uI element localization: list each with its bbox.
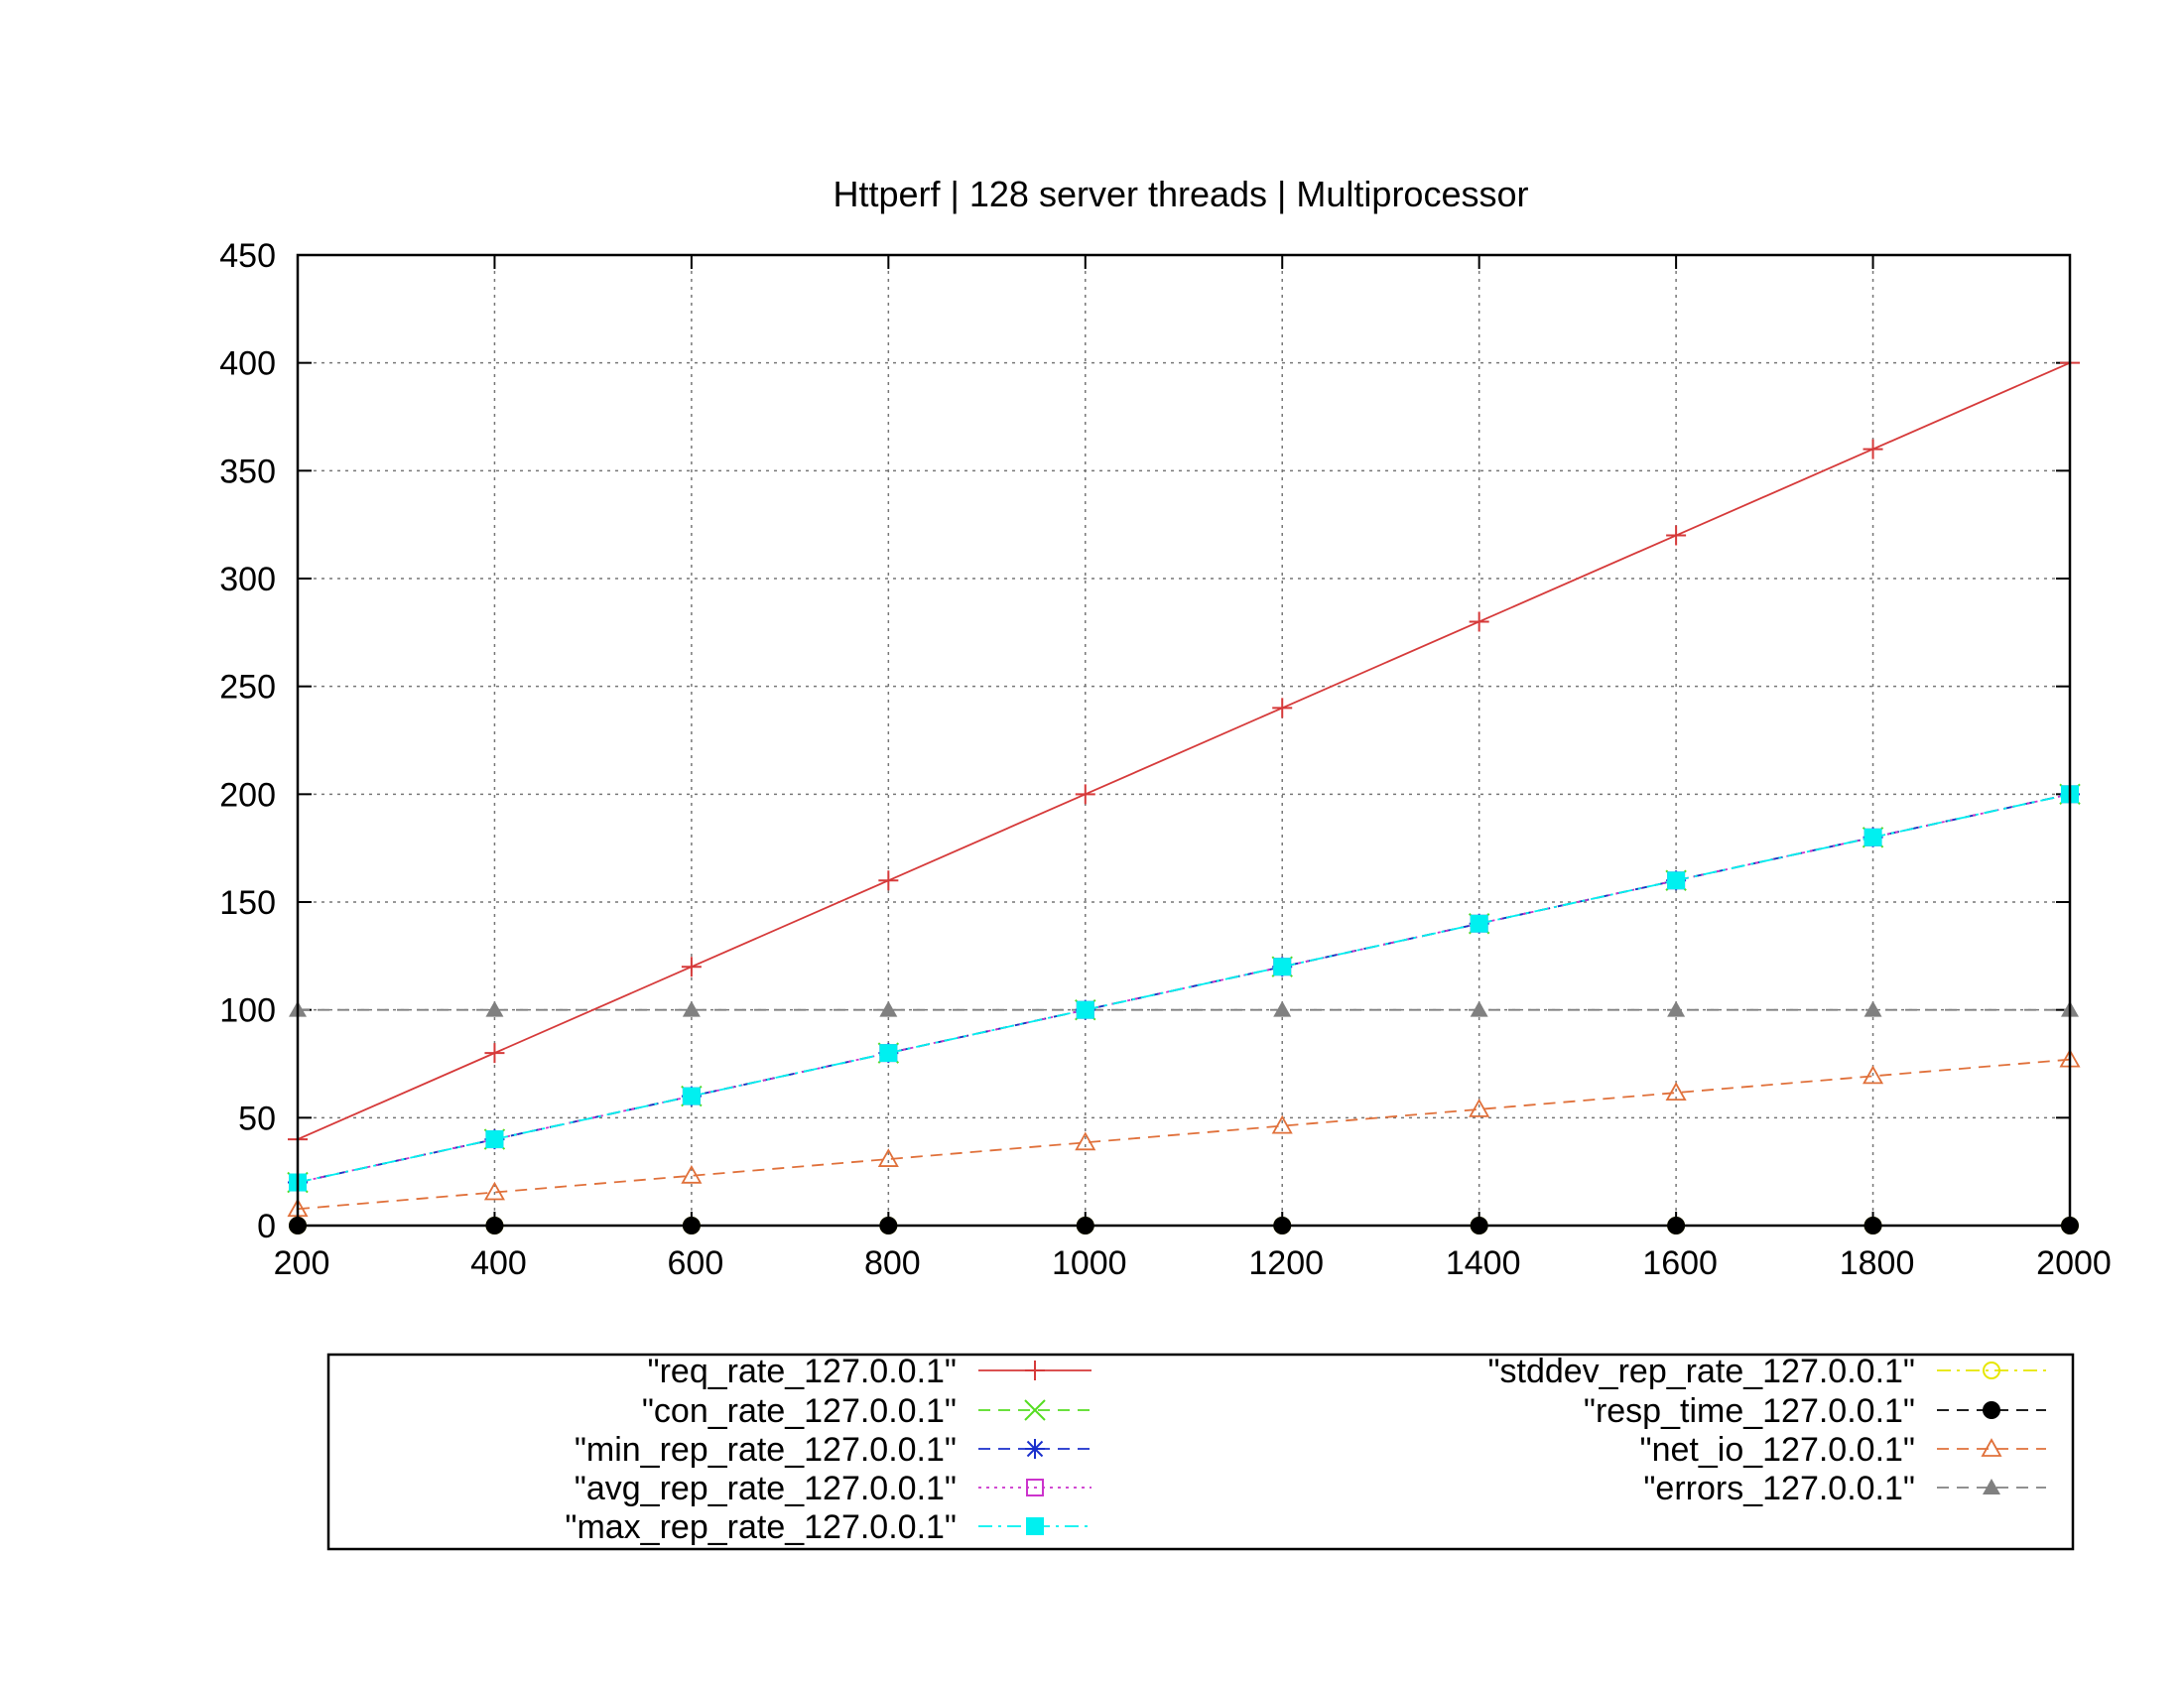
legend-marker bbox=[1981, 1438, 2002, 1457]
legend-label: "errors_127.0.0.1" bbox=[1643, 1470, 1915, 1507]
y-tick-label: 150 bbox=[219, 884, 276, 922]
data-point bbox=[1666, 525, 1687, 546]
x-tick-label: 2000 bbox=[2036, 1244, 2112, 1282]
y-tick-label: 300 bbox=[219, 561, 276, 598]
data-point bbox=[1273, 1000, 1292, 1017]
x-tick-label: 800 bbox=[864, 1244, 921, 1282]
x-tick-label: 200 bbox=[274, 1244, 330, 1282]
data-point bbox=[1863, 1065, 1884, 1085]
legend-marker bbox=[1983, 1401, 2000, 1419]
legend-entry: "req_rate_127.0.0.1" bbox=[648, 1353, 1092, 1390]
x-tick-label: 1200 bbox=[1248, 1244, 1324, 1282]
x-tick-label: 1400 bbox=[1446, 1244, 1521, 1282]
legend-entry: "con_rate_127.0.0.1" bbox=[642, 1392, 1092, 1430]
x-axis-ticks: 200 400 600 800 1000 1200 1400 1600 1800 2000 bbox=[274, 255, 2112, 1282]
data-point bbox=[1667, 871, 1686, 890]
legend-entry: "net_io_127.0.0.1" bbox=[1640, 1431, 2046, 1469]
series-7 bbox=[287, 1048, 2081, 1218]
y-tick-label: 400 bbox=[219, 345, 276, 383]
x-tick-label: 600 bbox=[668, 1244, 724, 1282]
legend-label: "con_rate_127.0.0.1" bbox=[642, 1392, 957, 1430]
data-point bbox=[1863, 439, 1883, 459]
legend-label: "stddev_rep_rate_127.0.0.1" bbox=[1487, 1353, 1915, 1390]
legend-entry: "errors_127.0.0.1" bbox=[1643, 1470, 2046, 1507]
data-point bbox=[682, 1000, 701, 1017]
data-point bbox=[1271, 1114, 1293, 1134]
series-line bbox=[297, 793, 2071, 1184]
y-tick-label: 100 bbox=[219, 992, 276, 1030]
legend-entry: "resp_time_127.0.0.1" bbox=[1584, 1392, 2046, 1430]
legend-label: "resp_time_127.0.0.1" bbox=[1584, 1392, 1915, 1430]
data-point bbox=[484, 1043, 505, 1064]
y-tick-label: 450 bbox=[219, 237, 276, 275]
legend-entry: "stddev_rep_rate_127.0.0.1" bbox=[1487, 1353, 2046, 1390]
legend-label: "req_rate_127.0.0.1" bbox=[648, 1353, 957, 1390]
data-point bbox=[879, 1000, 898, 1017]
chart-title: Httperf | 128 server threads | Multiproc… bbox=[834, 174, 1529, 214]
data-point bbox=[485, 1000, 504, 1017]
data-point bbox=[1470, 914, 1488, 933]
legend-label: "min_rep_rate_127.0.0.1" bbox=[575, 1431, 957, 1469]
data-point bbox=[1665, 1082, 1687, 1102]
legend-marker bbox=[1026, 1479, 1044, 1496]
data-point bbox=[1272, 698, 1293, 718]
y-axis-ticks: 0 50 100 150 200 250 300 350 400 450 bbox=[219, 237, 2070, 1245]
legend-marker bbox=[1025, 1439, 1045, 1459]
x-tick-label: 1800 bbox=[1840, 1244, 1915, 1282]
grid-lines bbox=[298, 255, 2070, 1226]
legend-marker bbox=[1983, 1479, 2000, 1494]
data-point bbox=[483, 1181, 505, 1201]
x-tick-label: 1000 bbox=[1052, 1244, 1127, 1282]
data-point bbox=[681, 1164, 703, 1184]
data-point bbox=[682, 1087, 701, 1105]
data-point bbox=[681, 957, 702, 977]
legend-entry: "max_rep_rate_127.0.0.1" bbox=[565, 1508, 1092, 1546]
data-point bbox=[878, 870, 899, 891]
data-point bbox=[1863, 828, 1882, 846]
data-point bbox=[1075, 784, 1095, 805]
y-tick-label: 50 bbox=[238, 1100, 276, 1137]
legend-label: "avg_rep_rate_127.0.0.1" bbox=[575, 1470, 957, 1507]
legend-label: "max_rep_rate_127.0.0.1" bbox=[565, 1508, 957, 1546]
legend-entry: "avg_rep_rate_127.0.0.1" bbox=[575, 1470, 1092, 1507]
y-tick-label: 200 bbox=[219, 776, 276, 814]
series-layer bbox=[287, 352, 2081, 1234]
data-point bbox=[1469, 611, 1489, 632]
data-point bbox=[1863, 1000, 1882, 1017]
data-point bbox=[1273, 958, 1292, 976]
data-point bbox=[1667, 1000, 1686, 1017]
data-point bbox=[1075, 1131, 1096, 1151]
series-line bbox=[297, 361, 2071, 1140]
data-point bbox=[1076, 1000, 1094, 1019]
legend-marker bbox=[1026, 1517, 1044, 1535]
x-tick-label: 1600 bbox=[1642, 1244, 1718, 1282]
data-point bbox=[877, 1148, 899, 1167]
y-tick-label: 350 bbox=[219, 453, 276, 490]
x-tick-label: 400 bbox=[470, 1244, 527, 1282]
legend-marker bbox=[1983, 1362, 2000, 1379]
plot-frame bbox=[296, 253, 2072, 1228]
data-point bbox=[1469, 1099, 1490, 1117]
data-point bbox=[1470, 1000, 1488, 1017]
legend-entry: "min_rep_rate_127.0.0.1" bbox=[575, 1431, 1092, 1469]
data-point bbox=[879, 1044, 898, 1063]
legend-box bbox=[326, 1353, 2075, 1551]
legend-marker bbox=[1024, 1399, 1046, 1421]
legend-label: "net_io_127.0.0.1" bbox=[1640, 1431, 1915, 1469]
data-point bbox=[485, 1130, 504, 1149]
legend-marker bbox=[1025, 1361, 1045, 1380]
legend: "req_rate_127.0.0.1""con_rate_127.0.0.1"… bbox=[326, 1353, 2075, 1551]
y-tick-label: 0 bbox=[257, 1208, 276, 1245]
y-tick-label: 250 bbox=[219, 669, 276, 707]
